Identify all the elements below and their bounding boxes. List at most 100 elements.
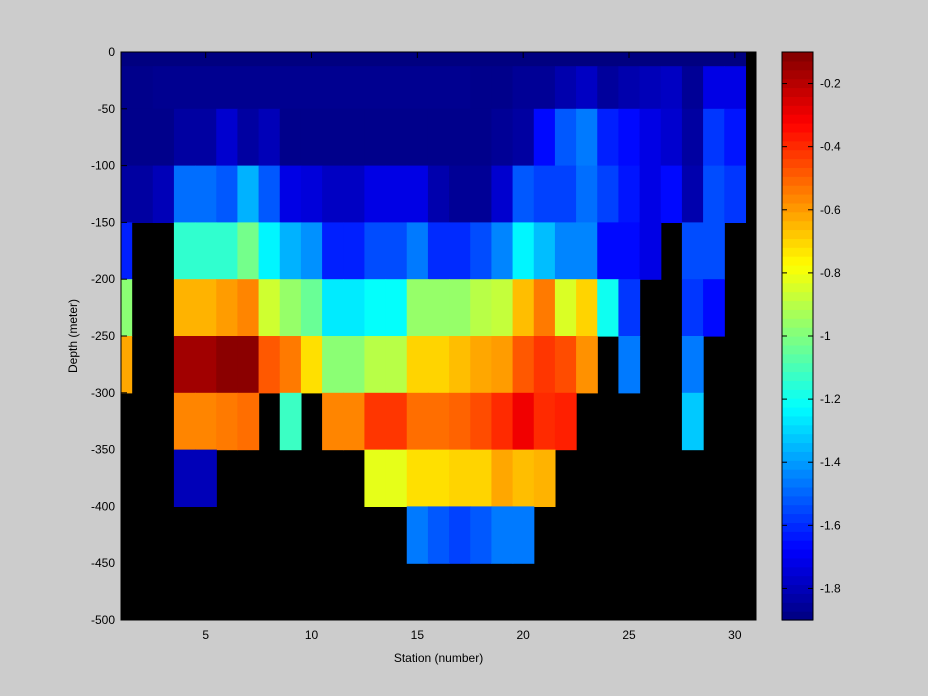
heatmap-cell [258,52,281,67]
heatmap-cell [322,392,344,451]
colorbar-tick-label: -1.4 [820,455,841,469]
heatmap-cell [121,336,133,394]
heatmap-cell [554,279,577,337]
heatmap-cell [491,222,514,280]
heatmap-cell [427,449,450,507]
heatmap-cell [152,52,175,67]
heatmap-cell [237,165,260,223]
heatmap-cell [237,336,260,394]
colorbar-segment [782,451,813,461]
heatmap-cell [364,108,387,167]
heatmap-cell [681,165,704,223]
heatmap-cell [364,222,387,280]
heatmap-cell [322,222,344,280]
heatmap-cell [449,52,471,67]
colorbar-segment [782,96,813,106]
heatmap-cell [364,449,387,507]
heatmap-cell [258,108,281,167]
colorbar-tick-label: -1 [820,329,831,343]
heatmap-cell [216,66,239,110]
colorbar-segment [782,265,813,275]
heatmap-cell [216,279,239,337]
heatmap-cell [131,66,154,110]
heatmap-cell [449,449,471,507]
heatmap-cell [216,336,239,394]
heatmap-cell [597,66,620,110]
heatmap-cell [512,66,535,110]
heatmap-cell [470,336,493,394]
heatmap-cell [491,336,514,394]
heatmap-cell [491,108,514,167]
heatmap-cell [681,336,704,394]
heatmap-cell [427,165,450,223]
colorbar-segment [782,344,813,355]
heatmap-cell [512,392,535,451]
colorbar-segment [782,549,813,559]
heatmap-cell [554,165,577,223]
heatmap-cell [343,279,366,337]
heatmap-cell [533,392,556,451]
heatmap-cell [512,52,535,67]
heatmap-cell [195,52,217,67]
heatmap-cell [427,52,450,67]
heatmap-cell [491,506,514,564]
heatmap-cell [343,336,366,394]
heatmap-cell [618,279,641,337]
colorbar-segment [782,336,813,346]
heatmap-cell [533,222,556,280]
heatmap-cell [121,279,133,337]
heatmap-cell [195,336,217,394]
heatmap-cell [576,108,598,167]
heatmap-cell [406,449,429,507]
heatmap-cell [279,392,302,451]
heatmap-cell [618,165,641,223]
heatmap-cell [576,52,598,67]
colorbar-segment [782,114,813,124]
colorbar-segment [782,149,813,160]
heatmap-cell [597,52,620,67]
heatmap-cell [533,108,556,167]
colorbar-segment [782,566,813,577]
y-tick-label: -500 [91,613,115,627]
colorbar-segment [782,460,813,470]
y-tick-label: -300 [91,386,115,400]
heatmap-cell [427,336,450,394]
heatmap-cell [703,279,725,337]
heatmap-cell [121,52,133,67]
colorbar-segment [782,398,813,408]
heatmap-cell [216,52,239,67]
colorbar-segment [782,291,813,302]
heatmap-cell [512,279,535,337]
heatmap-cell [322,52,344,67]
colorbar-segment [782,540,813,550]
heatmap-cell [300,52,323,67]
x-tick-label: 25 [622,628,636,642]
heatmap-cell [660,66,683,110]
colorbar-segment [782,469,813,479]
heatmap-cell [554,66,577,110]
heatmap-cell [195,108,217,167]
heatmap-cell [322,279,344,337]
heatmap-cell [300,108,323,167]
heatmap-cell [216,108,239,167]
heatmap-cell [406,506,429,564]
heatmap-cell [703,66,725,110]
heatmap-cell [512,506,535,564]
heatmap-cell [470,506,493,564]
colorbar-segment [782,593,813,603]
heatmap-cell [449,336,471,394]
y-tick-label: -50 [98,102,116,116]
heatmap-cell [279,279,302,337]
heatmap-cell [576,165,598,223]
heatmap-cell [322,165,344,223]
heatmap-cell [385,392,408,451]
heatmap-cell [427,506,450,564]
heatmap-cell [300,279,323,337]
heatmap-cell [533,449,556,507]
heatmap-cell [237,392,260,451]
heatmap-cell [385,165,408,223]
colorbar-segment [782,123,813,133]
heatmap-cell [195,279,217,337]
heatmap-cell [639,52,662,67]
heatmap-cell [343,165,366,223]
